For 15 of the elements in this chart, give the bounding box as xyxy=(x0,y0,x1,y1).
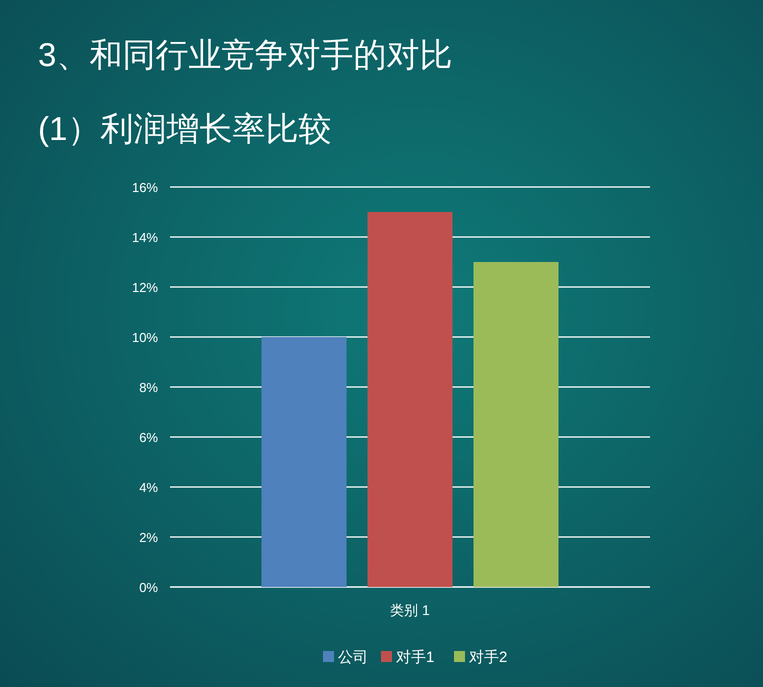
legend-label: 对手2 xyxy=(469,649,508,666)
y-tick-label: 12% xyxy=(132,280,158,295)
y-tick-label: 8% xyxy=(139,380,158,395)
y-tick-label: 16% xyxy=(132,180,158,195)
chart-title: 3、和同行业竞争对手的对比 xyxy=(38,36,452,73)
x-tick-label: 类别 1 xyxy=(390,602,430,618)
y-tick-label: 0% xyxy=(139,580,158,595)
y-tick-label: 6% xyxy=(139,430,158,445)
legend-label: 公司 xyxy=(338,649,368,666)
y-tick-label: 14% xyxy=(132,230,158,245)
y-tick-label: 2% xyxy=(139,530,158,545)
y-tick-label: 10% xyxy=(132,330,158,345)
legend-label: 对手1 xyxy=(396,649,434,666)
y-tick-label: 4% xyxy=(139,480,158,495)
chart-subtitle: (1）利润增长率比较 xyxy=(38,110,332,147)
